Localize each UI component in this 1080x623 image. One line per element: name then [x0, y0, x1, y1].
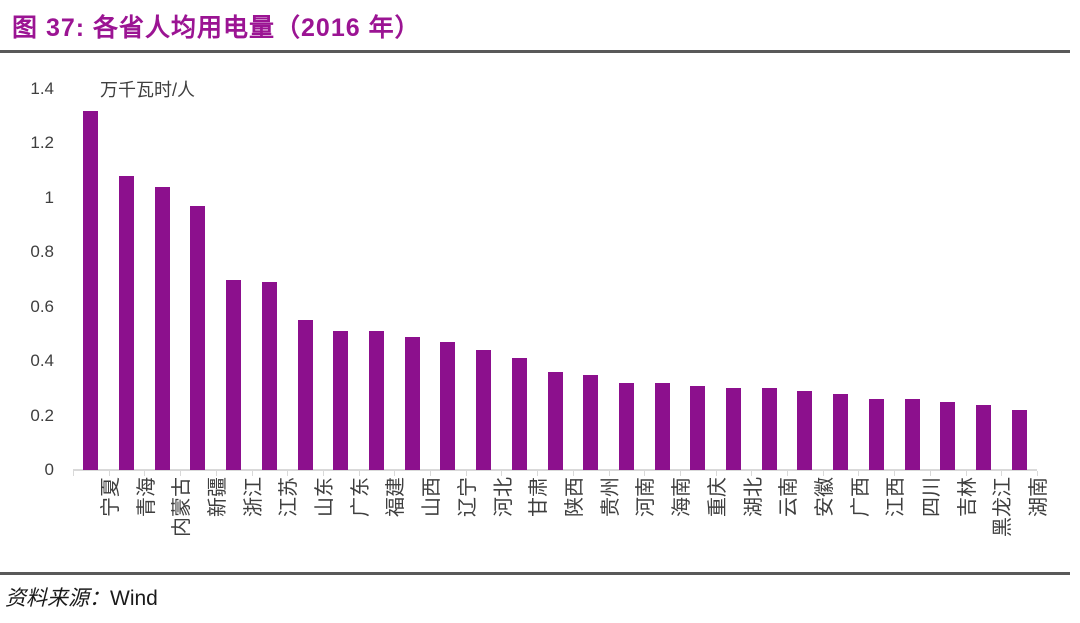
chart-bar	[761, 388, 777, 470]
x-axis-tick	[501, 471, 503, 476]
chart-bar	[511, 358, 527, 470]
x-axis-tick	[537, 471, 539, 476]
x-axis-label: 宁夏	[99, 477, 122, 517]
y-axis-tick-label: 1.4	[30, 79, 54, 98]
x-axis-tick	[822, 471, 824, 476]
x-axis-label: 吉林	[956, 477, 979, 517]
x-axis-tick	[108, 471, 110, 476]
x-axis-tick	[215, 471, 217, 476]
chart-bar	[190, 206, 206, 470]
chart-bar	[333, 331, 349, 470]
chart-bar	[476, 350, 492, 470]
x-axis-tick	[644, 471, 646, 476]
chart-bar	[1011, 410, 1027, 470]
chart-bar	[654, 382, 670, 470]
x-axis-label: 安徽	[813, 477, 836, 517]
chart-bar	[797, 391, 813, 470]
x-axis-label: 云南	[778, 477, 801, 517]
y-axis-tick-label: 1.2	[30, 133, 54, 153]
footer-divider	[0, 572, 1070, 575]
x-axis-label: 青海	[135, 477, 158, 517]
chart-bar	[261, 282, 277, 470]
x-axis-label: 福建	[385, 477, 408, 517]
x-axis-tick	[251, 471, 253, 476]
x-axis-tick	[322, 471, 324, 476]
x-axis-label: 湖北	[742, 477, 765, 517]
x-axis-tick	[858, 471, 860, 476]
x-axis-label: 海南	[671, 477, 694, 517]
x-axis-tick	[358, 471, 360, 476]
chart-bar	[226, 279, 242, 470]
x-axis-tick	[751, 471, 753, 476]
x-axis-tick	[1037, 471, 1038, 476]
source-value: Wind	[110, 587, 158, 610]
chart-bar	[154, 186, 170, 470]
chart-bar	[119, 176, 135, 470]
chart-bar	[83, 110, 99, 470]
chart-bar	[368, 331, 384, 470]
x-axis-tick	[929, 471, 931, 476]
x-axis-label: 山东	[314, 477, 337, 517]
x-axis-tick	[73, 471, 74, 476]
y-axis-tick-label: 0.8	[30, 242, 54, 262]
x-axis-tick	[787, 471, 789, 476]
chart-bar	[404, 336, 420, 470]
x-axis-tick	[430, 471, 432, 476]
x-axis-tick	[608, 471, 610, 476]
x-axis-label: 江苏	[278, 477, 301, 517]
chart-bar	[690, 385, 706, 470]
x-axis-tick	[894, 471, 896, 476]
x-axis-label: 湖南	[1028, 477, 1051, 517]
x-axis-tick	[715, 471, 717, 476]
x-axis-label: 辽宁	[456, 477, 479, 517]
x-axis-tick	[465, 471, 467, 476]
y-axis-tick-label: 0.6	[30, 296, 54, 316]
x-axis-label: 江西	[885, 477, 908, 517]
x-axis-label: 广西	[849, 477, 872, 517]
x-axis-label: 甘肃	[528, 477, 551, 517]
x-axis-tick	[572, 471, 574, 476]
y-axis-tick-label: 1	[44, 187, 54, 207]
chart-bar	[833, 393, 849, 470]
x-axis-label: 重庆	[706, 477, 729, 517]
x-axis-tick	[287, 471, 289, 476]
x-axis-label: 黑龙江	[992, 477, 1015, 537]
y-axis-tick-label: 0	[44, 460, 54, 479]
x-axis-label: 浙江	[242, 477, 265, 517]
x-axis-label: 广东	[349, 477, 372, 517]
x-axis-label: 陕西	[564, 477, 586, 517]
x-axis-tick	[180, 471, 182, 476]
chart-bar	[440, 342, 456, 470]
y-axis-tick-label: 0.4	[30, 351, 54, 371]
chart-bar	[618, 382, 634, 470]
chart-bar	[868, 399, 884, 470]
x-axis-tick	[1001, 471, 1003, 476]
figure-title: 图 37: 各省人均用电量（2016 年）	[12, 14, 421, 42]
chart-bar	[547, 372, 563, 470]
title-divider	[0, 50, 1070, 53]
chart-bar	[583, 374, 599, 470]
x-axis-tick	[679, 471, 681, 476]
x-axis-label: 新疆	[206, 477, 229, 517]
chart-bar	[904, 399, 920, 470]
x-axis-label: 河南	[635, 477, 658, 517]
y-axis-tick-label: 0.2	[30, 405, 54, 425]
x-axis-line	[73, 469, 1037, 471]
x-axis-tick	[394, 471, 396, 476]
x-axis-label: 河北	[492, 477, 515, 517]
chart-bar	[297, 320, 313, 470]
chart-bar	[975, 404, 991, 470]
chart-bar	[726, 388, 742, 470]
chart-bar	[940, 401, 956, 470]
x-axis-tick	[965, 471, 967, 476]
x-axis-label: 山西	[421, 477, 444, 517]
x-axis-label: 四川	[921, 477, 944, 517]
x-axis-label: 贵州	[599, 477, 622, 517]
source-label: 资料来源：	[5, 586, 110, 610]
source-note: 资料来源：Wind	[5, 582, 158, 612]
x-axis-label: 内蒙古	[171, 477, 194, 537]
y-axis-unit-label: 万千瓦时/人	[100, 80, 196, 100]
x-axis-tick	[144, 471, 146, 476]
